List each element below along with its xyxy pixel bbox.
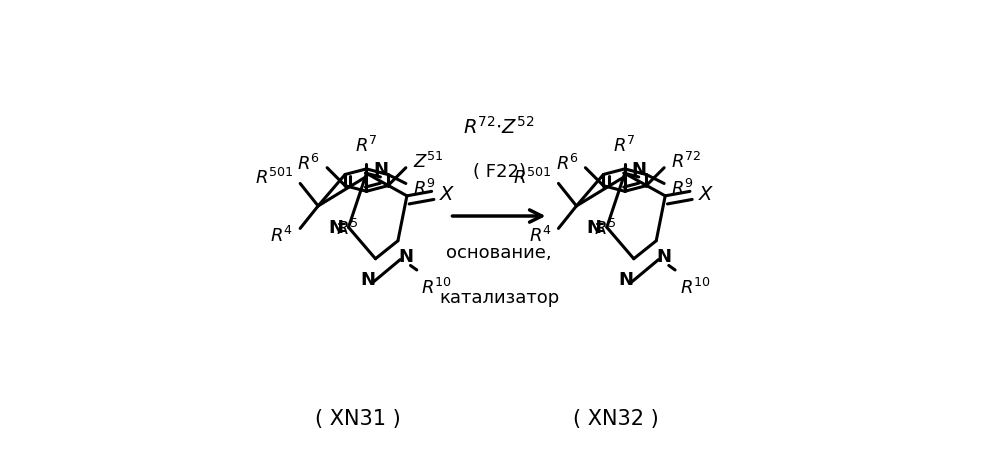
Text: $R^7$: $R^7$ — [614, 136, 636, 156]
Text: ( F22): ( F22) — [472, 163, 526, 181]
Text: $R^5$: $R^5$ — [595, 219, 617, 239]
Text: основание,: основание, — [446, 244, 552, 262]
Text: N: N — [632, 161, 647, 179]
Text: $R^6$: $R^6$ — [297, 154, 320, 174]
Text: N: N — [618, 270, 633, 288]
Text: $Z^{51}$: $Z^{51}$ — [412, 152, 443, 172]
Text: $X$: $X$ — [698, 185, 715, 204]
Text: $R^5$: $R^5$ — [336, 219, 359, 239]
Text: ( XN32 ): ( XN32 ) — [573, 408, 659, 428]
Text: $R^9$: $R^9$ — [412, 179, 435, 198]
Text: N: N — [328, 219, 343, 237]
Text: $R^4$: $R^4$ — [270, 226, 293, 246]
Text: $X$: $X$ — [439, 185, 456, 204]
Text: N: N — [398, 248, 413, 266]
Text: катализатор: катализатор — [439, 288, 559, 306]
Text: $R^4$: $R^4$ — [529, 226, 552, 246]
Text: N: N — [360, 270, 375, 288]
Text: N: N — [587, 219, 602, 237]
Text: $R^{10}$: $R^{10}$ — [421, 277, 452, 297]
Text: $R^7$: $R^7$ — [355, 136, 378, 156]
Text: $R^{501}$: $R^{501}$ — [513, 167, 552, 187]
Text: N: N — [373, 161, 388, 179]
Text: $R^{501}$: $R^{501}$ — [254, 167, 293, 187]
Text: $R^6$: $R^6$ — [556, 154, 579, 174]
Text: $R^{72}$: $R^{72}$ — [671, 152, 702, 172]
Text: $R^{72}$$\cdot$$Z^{52}$: $R^{72}$$\cdot$$Z^{52}$ — [463, 116, 535, 138]
Text: ( XN31 ): ( XN31 ) — [314, 408, 400, 428]
Text: N: N — [657, 248, 672, 266]
Text: $R^{10}$: $R^{10}$ — [680, 277, 711, 297]
Text: $R^9$: $R^9$ — [671, 179, 694, 198]
